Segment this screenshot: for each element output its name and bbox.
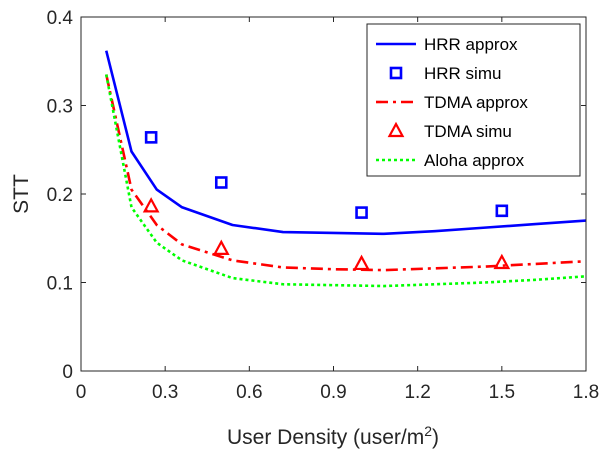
legend-label: Aloha approx (424, 151, 525, 170)
legend: HRR approx HRR simu TDMA approx TDMA simu Al… (366, 23, 581, 177)
legend-label: HRR approx (424, 35, 518, 54)
series-hrr-approx (104, 50, 587, 236)
series-tdma-simu (142, 197, 511, 271)
legend-item: TDMA approx (376, 93, 528, 112)
y-tick-label: 0.2 (47, 185, 73, 206)
series-line (104, 74, 587, 272)
x-tick-layer: 0 0.3 0.6 0.9 1.2 1.5 1.8 (76, 17, 599, 403)
data-point (493, 253, 511, 270)
legend-label: TDMA simu (424, 122, 512, 141)
legend-box (366, 23, 581, 177)
x-tick-label: 0 (76, 382, 87, 403)
data-point (355, 206, 368, 219)
legend-label: HRR simu (424, 64, 501, 83)
legend-item: TDMA simu (387, 121, 512, 141)
x-axis-title-end: ) (432, 426, 439, 449)
x-tick-label: 0.9 (320, 382, 346, 403)
series-line (104, 50, 587, 236)
series-line (104, 74, 587, 288)
legend-item: HRR simu (389, 64, 501, 83)
series-tdma-approx (104, 74, 587, 272)
legend-item: Aloha approx (376, 151, 525, 170)
series-hrr-simu (144, 131, 509, 219)
y-tick-label: 0.3 (47, 97, 73, 118)
y-tick-label: 0.4 (47, 8, 74, 29)
data-point (142, 197, 160, 213)
y-tick-label: 0.1 (47, 274, 73, 295)
x-tick-label: 0.6 (236, 382, 262, 403)
series-layer (104, 50, 587, 288)
legend-item: HRR approx (376, 35, 518, 54)
y-tick-label: 0 (62, 362, 73, 383)
legend-marker (387, 121, 405, 138)
data-point (495, 204, 509, 218)
x-tick-label: 0.3 (152, 382, 178, 403)
data-point (353, 254, 370, 271)
series-aloha-approx (104, 74, 587, 288)
x-tick-label: 1.2 (404, 382, 430, 403)
y-axis-title: STT (10, 174, 33, 214)
x-axis-title: User Density (user/m2) (227, 423, 439, 449)
legend-marker (389, 66, 403, 80)
data-point (214, 176, 228, 189)
data-point (212, 239, 230, 255)
y-tick-layer: 0 0.1 0.2 0.3 0.4 (47, 8, 586, 383)
x-axis-title-superscript: 2 (424, 423, 432, 439)
legend-items: HRR approx HRR simu TDMA approx TDMA simu Al… (376, 35, 528, 170)
legend-label: TDMA approx (424, 93, 528, 112)
data-point (144, 131, 158, 144)
x-tick-label: 1.5 (489, 382, 515, 403)
x-tick-label: 1.8 (573, 382, 599, 403)
